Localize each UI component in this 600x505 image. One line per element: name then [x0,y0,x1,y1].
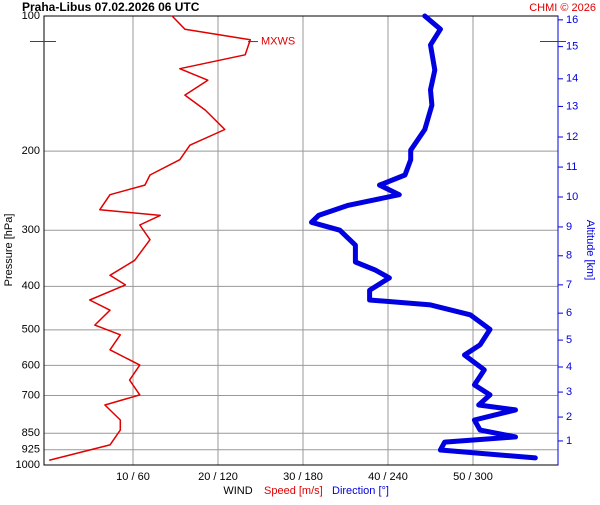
y2-tick-label: 15 [566,41,578,53]
y2-tick-label: 7 [566,279,572,291]
y2-tick-label: 11 [566,161,577,173]
y2-tick-label: 14 [566,73,578,85]
y2-tick-label: 8 [566,250,572,262]
y-tick-label: 850 [22,427,40,439]
y-tick-label: 100 [22,10,40,22]
y-tick-label: 500 [22,324,40,336]
x-tick-label: 50 / 300 [453,471,493,483]
x-tick-label: 30 / 180 [283,471,323,483]
y-axis-label: Pressure [hPa] [3,214,15,287]
x-axis-label: WIND [223,485,252,497]
x-axis-label-direction: Direction [°] [332,485,389,497]
chart-title: Praha-Libus 07.02.2026 06 UTC [22,0,200,14]
series-line [48,15,252,461]
y-tick-label: 1000 [16,459,40,471]
y2-tick-label: 13 [566,100,578,112]
series-line [309,13,538,461]
y2-tick-label: 6 [566,307,572,319]
y2-tick-label: 5 [566,334,572,346]
y2-tick-label: 3 [566,386,572,398]
plot-frame [43,15,559,466]
y2-tick-label: 12 [566,131,578,143]
y-tick-label: 600 [22,359,40,371]
x-tick-label: 40 / 240 [368,471,408,483]
x-tick-label: 20 / 120 [198,471,238,483]
y-tick-label: 300 [22,224,40,236]
y2-tick-label: 4 [566,361,572,373]
y-tick-label: 400 [22,280,40,292]
x-axis-label-speed: Speed [m/s] [264,485,323,497]
y2-tick-label: 16 [566,14,578,26]
credit: CHMI © 2026 [529,2,596,14]
y-tick-label: 700 [22,389,40,401]
y2-tick-label: 1 [566,435,572,447]
y2-tick-label: 2 [566,411,572,423]
y2-axis-label: Altitude [km] [584,220,596,281]
annotation: MXWS [261,35,295,47]
y2-tick-label: 9 [566,221,572,233]
x-tick-label: 10 / 60 [116,471,150,483]
y-tick-label: 200 [22,145,40,157]
y-tick-label: 925 [22,444,40,456]
y2-tick-label: 10 [566,191,578,203]
